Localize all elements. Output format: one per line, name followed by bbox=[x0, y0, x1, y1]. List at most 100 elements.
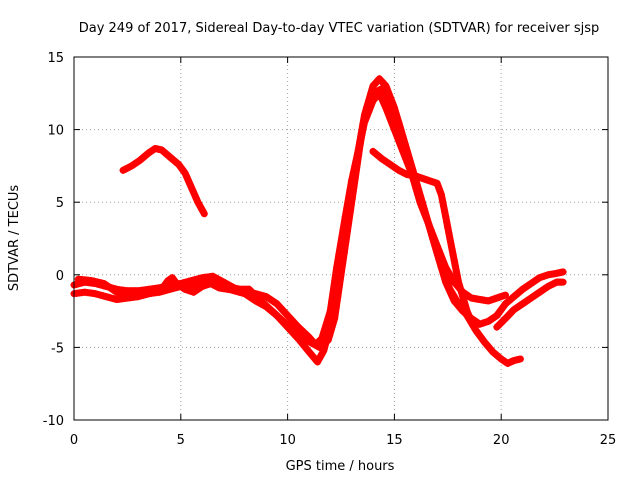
data-point bbox=[431, 242, 439, 250]
data-point bbox=[390, 107, 398, 115]
data-point bbox=[356, 140, 364, 148]
y-tick-label: 10 bbox=[47, 124, 64, 139]
data-point bbox=[331, 314, 339, 322]
data-point bbox=[326, 331, 334, 339]
data-point bbox=[447, 240, 455, 248]
data-point bbox=[395, 118, 403, 126]
data-point bbox=[444, 224, 452, 232]
data-point bbox=[366, 97, 374, 105]
data-point bbox=[442, 213, 450, 221]
data-point bbox=[441, 207, 449, 215]
data-point bbox=[449, 251, 457, 259]
data-point bbox=[380, 100, 388, 108]
y-tick-label: 5 bbox=[56, 196, 64, 211]
data-point bbox=[444, 280, 452, 288]
y-tick-label: -5 bbox=[51, 341, 64, 356]
data-point bbox=[450, 256, 458, 264]
series-trace-5 bbox=[369, 147, 480, 330]
data-point bbox=[422, 213, 430, 221]
x-tick-label: 25 bbox=[600, 433, 617, 448]
data-point bbox=[456, 282, 463, 290]
data-point bbox=[397, 126, 405, 134]
data-point bbox=[440, 202, 447, 210]
data-point bbox=[184, 176, 192, 184]
x-tick-label: 0 bbox=[70, 433, 78, 448]
data-point bbox=[414, 184, 422, 192]
data-point bbox=[457, 285, 465, 293]
x-axis-label: GPS time / hours bbox=[286, 459, 395, 474]
data-point bbox=[119, 290, 127, 298]
x-tick-label: 10 bbox=[279, 433, 296, 448]
x-tick-label: 5 bbox=[177, 433, 185, 448]
data-point bbox=[334, 293, 342, 301]
y-axis-label: SDTVAR / TECUs bbox=[7, 185, 22, 292]
y-tick-label: -10 bbox=[43, 414, 64, 429]
data-point bbox=[188, 184, 195, 192]
data-point bbox=[471, 321, 478, 328]
data-point bbox=[401, 140, 409, 148]
data-point bbox=[367, 93, 375, 101]
data-point bbox=[558, 268, 565, 276]
data-point bbox=[405, 155, 413, 163]
data-point bbox=[437, 191, 445, 199]
data-point bbox=[403, 147, 411, 155]
data-point bbox=[386, 115, 394, 123]
data-point bbox=[437, 264, 445, 271]
data-point bbox=[439, 196, 446, 204]
data-point bbox=[113, 288, 121, 296]
data-point bbox=[390, 126, 398, 134]
x-tick-label: 20 bbox=[493, 433, 510, 448]
data-point bbox=[339, 260, 347, 268]
data-point bbox=[499, 292, 507, 300]
data-point bbox=[199, 207, 207, 215]
chart-title: Day 249 of 2017, Sidereal Day-to-day VTE… bbox=[79, 21, 600, 36]
data-point bbox=[351, 173, 359, 181]
series-trace-6 bbox=[493, 278, 567, 331]
data-point bbox=[446, 285, 454, 293]
data-point bbox=[462, 304, 470, 311]
data-point bbox=[408, 162, 415, 170]
data-point bbox=[347, 206, 355, 213]
data-point bbox=[186, 180, 194, 188]
data-point bbox=[379, 97, 387, 105]
data-point bbox=[416, 191, 424, 199]
data-point bbox=[469, 319, 477, 327]
data-point bbox=[122, 292, 130, 299]
data-point bbox=[382, 82, 390, 90]
data-point bbox=[429, 235, 437, 242]
data-point bbox=[358, 131, 366, 139]
data-point bbox=[440, 269, 447, 277]
data-point bbox=[337, 271, 345, 279]
data-point bbox=[340, 249, 348, 257]
data-point bbox=[452, 267, 460, 275]
data-point bbox=[353, 162, 361, 170]
data-point bbox=[427, 227, 435, 235]
data-point bbox=[458, 289, 466, 297]
data-point bbox=[443, 218, 451, 226]
data-point bbox=[345, 216, 353, 224]
data-point bbox=[181, 169, 189, 177]
data-point bbox=[450, 293, 458, 301]
data-point bbox=[327, 325, 335, 333]
data-point bbox=[460, 296, 468, 304]
data-point bbox=[453, 273, 461, 281]
data-point bbox=[448, 289, 456, 297]
data-point bbox=[418, 198, 426, 206]
data-point bbox=[361, 113, 369, 121]
data-point bbox=[359, 122, 367, 130]
plot-frame bbox=[73, 56, 609, 421]
data-point bbox=[343, 227, 351, 235]
data-point bbox=[348, 195, 356, 203]
data-point bbox=[442, 274, 450, 282]
series-layer bbox=[70, 75, 567, 367]
axis-ticks: 0 5 10 15 20 25 -10 -5 0 5 10 15 bbox=[43, 51, 617, 448]
data-point bbox=[445, 229, 453, 237]
data-point bbox=[183, 173, 191, 181]
y-tick-label: 0 bbox=[56, 269, 64, 284]
data-point bbox=[558, 278, 565, 286]
data-point bbox=[515, 355, 523, 363]
data-point bbox=[446, 235, 454, 242]
data-point bbox=[363, 104, 371, 112]
data-point bbox=[324, 336, 332, 344]
series-trace-4 bbox=[119, 145, 208, 218]
